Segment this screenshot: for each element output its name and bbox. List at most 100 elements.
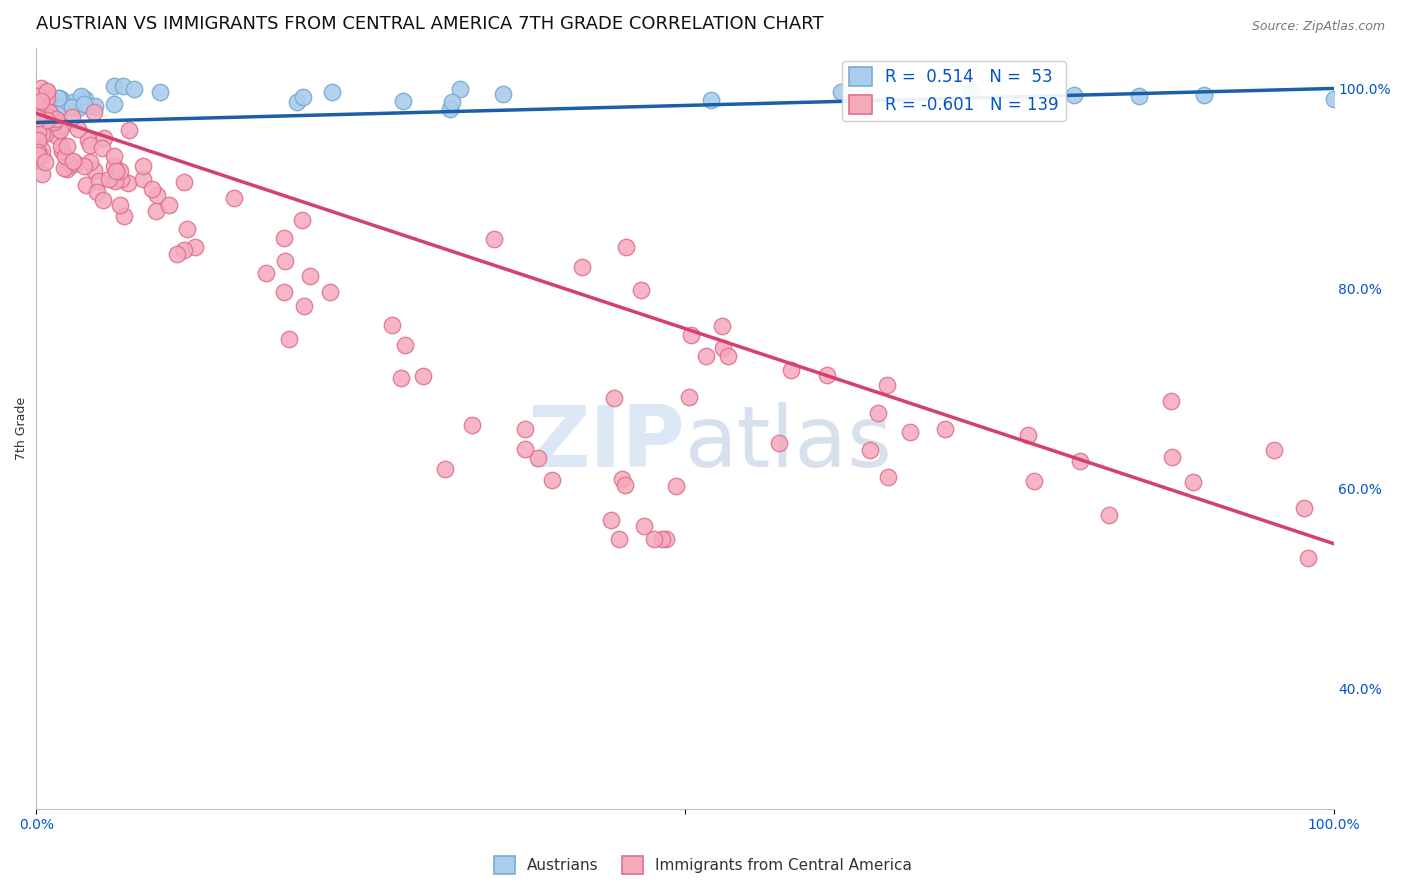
Point bbox=[394, 338, 416, 352]
Point bbox=[298, 269, 321, 284]
Point bbox=[1160, 450, 1182, 464]
Point bbox=[38, 111, 60, 125]
Point bbox=[600, 513, 623, 527]
Point bbox=[34, 93, 56, 107]
Point bbox=[34, 155, 56, 169]
Point bbox=[51, 119, 73, 133]
Point bbox=[39, 110, 62, 124]
Point bbox=[103, 97, 125, 112]
Point bbox=[70, 89, 93, 103]
Point bbox=[157, 198, 180, 212]
Point bbox=[55, 99, 77, 113]
Point bbox=[27, 147, 49, 161]
Point bbox=[60, 111, 83, 125]
Text: Source: ZipAtlas.com: Source: ZipAtlas.com bbox=[1251, 20, 1385, 33]
Point bbox=[56, 139, 79, 153]
Point bbox=[1322, 91, 1344, 105]
Point bbox=[1292, 500, 1315, 515]
Point bbox=[449, 82, 471, 96]
Point bbox=[93, 131, 115, 145]
Point bbox=[695, 349, 717, 363]
Point bbox=[103, 79, 125, 94]
Point bbox=[38, 104, 60, 119]
Point bbox=[145, 203, 167, 218]
Point bbox=[31, 149, 53, 163]
Point bbox=[1263, 443, 1285, 458]
Point bbox=[780, 363, 803, 377]
Point bbox=[60, 100, 83, 114]
Point bbox=[45, 105, 67, 120]
Point bbox=[30, 124, 52, 138]
Point bbox=[768, 435, 790, 450]
Point bbox=[176, 222, 198, 236]
Point bbox=[77, 133, 100, 147]
Point bbox=[98, 172, 121, 186]
Point bbox=[27, 104, 49, 119]
Point bbox=[278, 332, 301, 346]
Point bbox=[27, 133, 49, 147]
Legend: R =  0.514   N =  53, R = -0.601   N = 139: R = 0.514 N = 53, R = -0.601 N = 139 bbox=[842, 61, 1066, 120]
Point bbox=[607, 532, 630, 546]
Point bbox=[45, 112, 67, 126]
Point bbox=[35, 113, 58, 128]
Point bbox=[815, 368, 838, 382]
Point bbox=[513, 442, 536, 456]
Point bbox=[876, 377, 898, 392]
Point bbox=[319, 285, 342, 300]
Point bbox=[1063, 88, 1085, 103]
Point bbox=[51, 92, 73, 106]
Point bbox=[571, 260, 593, 275]
Point bbox=[108, 197, 131, 211]
Point bbox=[858, 443, 880, 458]
Point bbox=[66, 121, 89, 136]
Point bbox=[1069, 454, 1091, 468]
Text: AUSTRIAN VS IMMIGRANTS FROM CENTRAL AMERICA 7TH GRADE CORRELATION CHART: AUSTRIAN VS IMMIGRANTS FROM CENTRAL AMER… bbox=[37, 15, 824, 33]
Point bbox=[651, 532, 673, 546]
Point bbox=[434, 462, 457, 476]
Point bbox=[30, 81, 52, 95]
Point bbox=[89, 174, 111, 188]
Point bbox=[28, 108, 51, 122]
Point bbox=[1296, 551, 1319, 566]
Point bbox=[41, 105, 63, 120]
Point bbox=[603, 391, 626, 405]
Point bbox=[28, 116, 51, 130]
Point bbox=[292, 299, 315, 313]
Point bbox=[44, 113, 66, 128]
Point bbox=[32, 105, 55, 120]
Point bbox=[49, 123, 72, 137]
Point bbox=[482, 231, 505, 245]
Text: ZIP: ZIP bbox=[527, 402, 685, 485]
Point bbox=[39, 111, 62, 125]
Point bbox=[73, 159, 96, 173]
Point bbox=[79, 137, 101, 152]
Point bbox=[122, 82, 145, 96]
Point bbox=[49, 138, 72, 153]
Point bbox=[75, 92, 97, 106]
Point bbox=[527, 450, 550, 465]
Point bbox=[44, 115, 66, 129]
Point bbox=[104, 174, 127, 188]
Point bbox=[679, 327, 702, 342]
Y-axis label: 7th Grade: 7th Grade bbox=[15, 397, 28, 460]
Point bbox=[630, 283, 652, 297]
Point bbox=[86, 185, 108, 199]
Point bbox=[27, 145, 49, 160]
Point bbox=[44, 114, 66, 128]
Point bbox=[633, 519, 655, 533]
Point bbox=[830, 85, 852, 99]
Point bbox=[27, 89, 49, 103]
Point bbox=[515, 422, 537, 436]
Point bbox=[132, 171, 155, 186]
Point bbox=[273, 285, 295, 299]
Point bbox=[380, 318, 402, 332]
Point bbox=[273, 231, 295, 245]
Point bbox=[716, 350, 738, 364]
Point bbox=[173, 175, 195, 189]
Legend: Austrians, Immigrants from Central America: Austrians, Immigrants from Central Ameri… bbox=[488, 850, 918, 880]
Point bbox=[491, 87, 513, 101]
Point bbox=[51, 145, 73, 159]
Point bbox=[63, 156, 86, 170]
Point bbox=[37, 102, 59, 116]
Point bbox=[27, 117, 49, 131]
